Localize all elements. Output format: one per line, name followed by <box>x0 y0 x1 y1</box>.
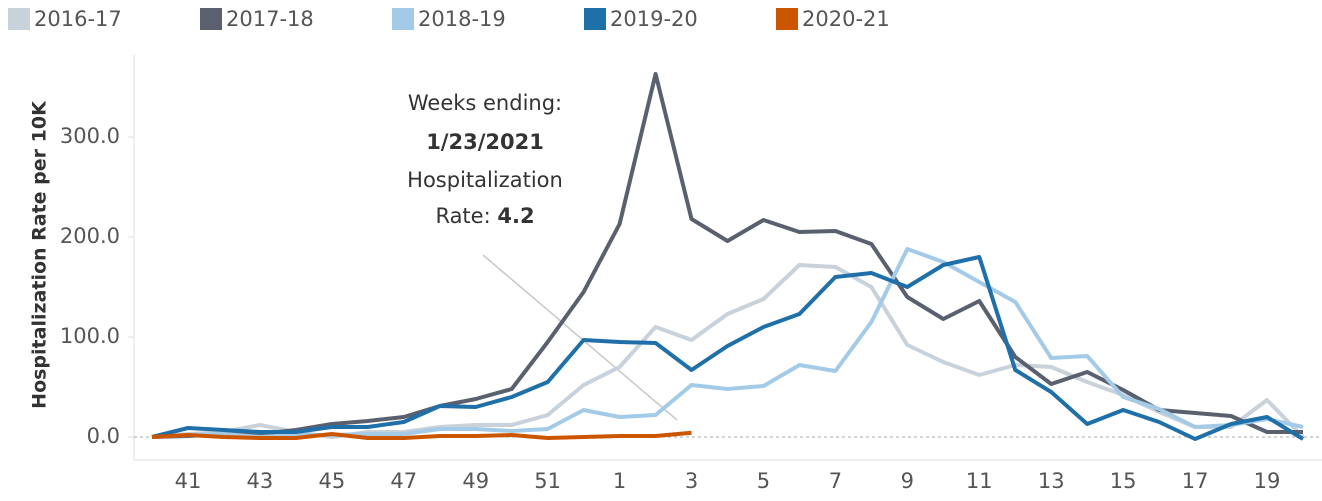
x-tick-label: 1 <box>613 469 626 493</box>
legend-swatch <box>392 8 414 30</box>
legend-label: 2016-17 <box>34 7 122 31</box>
x-tick-label: 43 <box>247 469 274 493</box>
annotation-text: Hospitalization <box>407 168 563 192</box>
x-tick-label: 17 <box>1182 469 1209 493</box>
legend-item: 2019-20 <box>584 7 698 31</box>
annotation-line <box>482 254 678 421</box>
legend-swatch <box>776 8 798 30</box>
x-tick-label: 11 <box>966 469 993 493</box>
legend-swatch <box>200 8 222 30</box>
series-line <box>151 430 692 440</box>
y-tick-label: 0.0 <box>87 424 120 448</box>
x-tick-label: 5 <box>757 469 770 493</box>
x-tick-label: 9 <box>901 469 914 493</box>
series-line <box>151 255 1305 441</box>
legend-swatch <box>584 8 606 30</box>
y-tick-label: 200.0 <box>60 224 120 248</box>
y-axis-title: Hospitalization Rate per 10K <box>29 100 51 409</box>
legend-label: 2017-18 <box>226 7 314 31</box>
series-line <box>151 247 1304 439</box>
legend-swatch <box>8 8 30 30</box>
series-line <box>151 72 1303 439</box>
annotation-date: 1/23/2021 <box>426 130 544 154</box>
x-tick-label: 47 <box>390 469 417 493</box>
x-tick-label: 51 <box>534 469 561 493</box>
x-tick-label: 45 <box>318 469 345 493</box>
legend-item: 2017-18 <box>200 7 314 31</box>
legend-item: 2016-17 <box>8 7 122 31</box>
annotation-rate-value: 4.2 <box>497 204 534 228</box>
annotation-rate-label: Rate: <box>435 204 490 228</box>
y-tick-label: 300.0 <box>60 124 120 148</box>
legend-label: 2019-20 <box>610 7 698 31</box>
legend-item: 2020-21 <box>776 7 890 31</box>
x-tick-label: 15 <box>1110 469 1137 493</box>
x-tick-label: 41 <box>175 469 202 493</box>
legend-item: 2018-19 <box>392 7 506 31</box>
x-tick-label: 7 <box>829 469 842 493</box>
x-tick-label: 13 <box>1038 469 1065 493</box>
annotation-rate: Rate: 4.2 <box>435 204 534 228</box>
x-tick-label: 19 <box>1254 469 1281 493</box>
y-tick-label: 100.0 <box>60 324 120 348</box>
annotation-text: Weeks ending: <box>408 91 562 115</box>
legend-label: 2018-19 <box>418 7 506 31</box>
x-tick-label: 3 <box>685 469 698 493</box>
legend-label: 2020-21 <box>802 7 890 31</box>
x-tick-label: 49 <box>462 469 489 493</box>
